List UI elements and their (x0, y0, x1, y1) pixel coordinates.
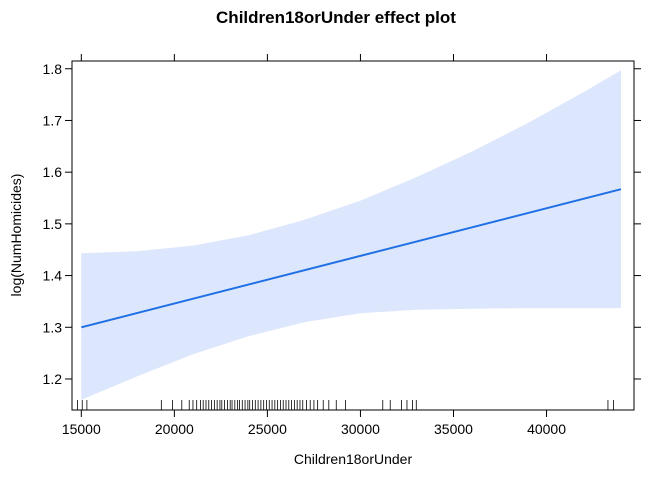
fit-line-0 (81, 188, 622, 329)
y-tick-label: 1.5 (43, 216, 63, 232)
y-axis: 1.2 1.3 1.4 1.5 1.6 1.7 1.8 (43, 61, 641, 387)
confidence-band-layer (81, 70, 622, 400)
x-tick-label: 20000 (155, 421, 194, 437)
x-tick-label: 30000 (341, 421, 380, 437)
y-tick-label: 1.4 (43, 268, 63, 284)
y-tick-label: 1.2 (43, 371, 63, 387)
y-tick-label: 1.6 (43, 164, 63, 180)
x-axis-label: Children18orUnder (294, 451, 413, 467)
y-tick-label: 1.8 (43, 61, 63, 77)
fit-line-layer (81, 188, 622, 329)
y-tick-label: 1.7 (43, 112, 63, 128)
x-tick-label: 25000 (248, 421, 287, 437)
y-tick-label: 1.3 (43, 319, 63, 335)
chart-title: Children18orUnder effect plot (216, 8, 456, 27)
confidence-band (81, 70, 622, 400)
x-axis: 15000 20000 25000 30000 35000 40000 (62, 54, 566, 437)
rug-layer (77, 400, 614, 410)
y-axis-label: log(NumHomicides) (8, 174, 24, 297)
plot-frame (71, 60, 635, 411)
x-tick-label: 15000 (62, 421, 101, 437)
x-tick-label: 35000 (434, 421, 473, 437)
x-tick-label: 40000 (527, 421, 566, 437)
